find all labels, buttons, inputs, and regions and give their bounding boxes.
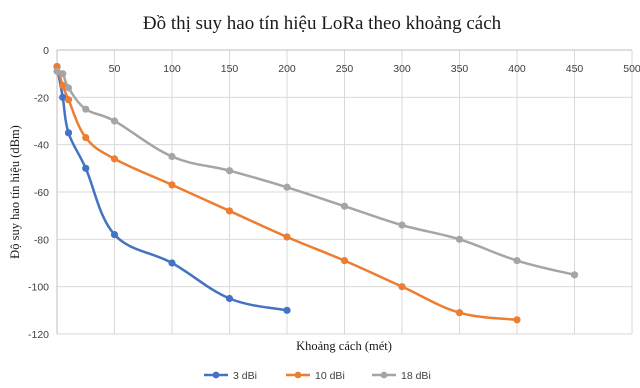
x-tick-label: 50 <box>109 63 121 75</box>
legend-label: 10 dBi <box>315 370 345 382</box>
data-point <box>455 309 464 317</box>
gridlines <box>57 50 633 335</box>
data-point <box>82 105 90 113</box>
data-point <box>110 117 119 125</box>
data-point <box>398 283 406 291</box>
legend-swatch-marker <box>294 371 302 379</box>
data-point <box>82 133 90 142</box>
x-tick-label: 150 <box>221 63 239 75</box>
y-tick-label: -80 <box>34 234 49 246</box>
data-point <box>340 202 349 210</box>
data-point <box>168 181 176 189</box>
legend-swatch-marker <box>380 371 388 379</box>
x-tick-label: 500 <box>623 63 640 75</box>
y-tick-label: -60 <box>34 187 49 199</box>
data-point <box>225 167 234 175</box>
data-point <box>283 306 291 314</box>
x-tick-label: 300 <box>393 63 411 75</box>
legend-label: 18 dBi <box>401 370 431 382</box>
data-point <box>59 81 67 90</box>
y-tick-label: 0 <box>43 45 49 57</box>
x-tick-label: 450 <box>566 63 584 75</box>
data-point <box>59 93 67 101</box>
x-tick-label: 200 <box>278 63 296 75</box>
data-point <box>283 233 291 241</box>
data-point <box>53 67 61 75</box>
chart-title: Đồ thị suy hao tín hiệu LoRa theo khoảng… <box>143 13 502 34</box>
data-point <box>513 316 521 324</box>
y-tick-label: -120 <box>28 329 49 341</box>
y-tick-label: -20 <box>34 92 49 104</box>
y-tick-label: -100 <box>28 282 49 294</box>
data-point <box>570 271 579 279</box>
series-line <box>55 65 289 312</box>
legend-item: 10 dBi <box>286 370 345 382</box>
legend-label: 3 dBi <box>233 370 257 382</box>
data-point <box>110 155 119 163</box>
data-point <box>168 259 176 267</box>
x-tick-label: 400 <box>508 63 526 75</box>
data-point <box>110 231 119 239</box>
data-point <box>455 235 464 243</box>
legend: 3 dBi 10 dBi 18 dBi <box>204 370 431 382</box>
data-point <box>64 84 73 92</box>
series-lines <box>53 62 579 324</box>
data-point <box>398 221 406 229</box>
data-point <box>225 207 234 215</box>
x-axis-title: Khoảng cách (mét) <box>296 339 392 353</box>
series-18-dbi <box>53 67 579 279</box>
series-line <box>55 70 576 277</box>
x-tick-label: 100 <box>163 63 181 75</box>
axes: 0-20-40-60-80-100-1200501001502002503003… <box>28 45 640 341</box>
x-tick-label: 250 <box>336 63 354 75</box>
data-point <box>64 129 73 137</box>
data-point <box>340 257 349 265</box>
data-point <box>168 152 176 161</box>
x-tick-label: 350 <box>451 63 469 75</box>
data-point <box>59 70 67 78</box>
data-point <box>283 183 291 191</box>
series-3-dbi <box>53 62 291 314</box>
y-tick-label: -40 <box>34 140 49 152</box>
legend-item: 18 dBi <box>372 370 431 382</box>
data-point <box>64 96 73 104</box>
data-point <box>225 294 234 303</box>
legend-item: 3 dBi <box>204 370 257 382</box>
data-point <box>82 164 90 172</box>
legend-swatch-marker <box>212 371 220 379</box>
series-10-dbi <box>53 62 521 324</box>
y-axis-title: Độ suy hao tín hiệu (dBm) <box>8 125 22 259</box>
data-point <box>513 257 521 265</box>
